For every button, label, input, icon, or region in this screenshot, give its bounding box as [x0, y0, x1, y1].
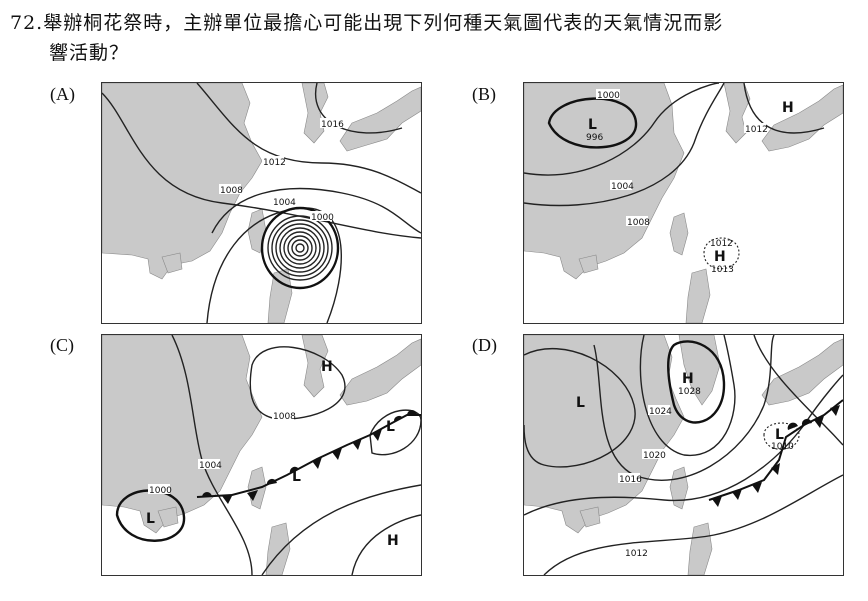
isobar-label: 1008	[220, 186, 243, 196]
option-a-label[interactable]: (A)	[50, 84, 75, 104]
high-pressure-symbol: H	[387, 533, 399, 549]
high-pressure-symbol: H	[714, 249, 726, 265]
isobar-label: 1016	[619, 475, 642, 485]
isobar-label: 1024	[649, 407, 672, 417]
pressure-value: 996	[586, 133, 603, 143]
high-pressure-symbol: H	[682, 371, 694, 387]
cold-front-marks	[712, 405, 840, 507]
isobar-label: 1000	[311, 213, 334, 223]
pressure-value: 1028	[678, 387, 701, 397]
isobar-label: 1012	[745, 125, 768, 135]
isobar-label: 1004	[199, 461, 222, 471]
land-mass	[102, 83, 263, 280]
isobar-label: 1004	[611, 182, 634, 192]
isobar-label: 1020	[643, 451, 666, 461]
pressure-value: 1010	[771, 442, 794, 452]
isobar-label: 1000	[149, 486, 172, 496]
isobar-label: 1008	[627, 218, 650, 228]
isobar-label: 1016	[321, 120, 344, 130]
high-pressure-symbol: H	[321, 359, 333, 375]
warm-front-marks	[787, 418, 812, 430]
isobar-label: 1012	[263, 158, 286, 168]
typhoon-rings	[267, 215, 333, 281]
isobar-label: 1000	[597, 91, 620, 101]
weather-map-a[interactable]: 1016 1012 1008 1004 1000	[101, 82, 422, 324]
question-number: 72.	[10, 12, 44, 34]
isobar-label: 1012	[625, 549, 648, 559]
low-pressure-symbol: L	[576, 395, 585, 411]
isobar-label: 1004	[273, 198, 296, 208]
low-pressure-symbol: L	[588, 117, 597, 133]
weather-map-c[interactable]: H 1008 1004 1000 L L L H	[101, 334, 422, 576]
question-line1: 舉辦桐花祭時，主辦單位最擔心可能出現下列何種天氣圖代表的天氣情況而影	[43, 12, 724, 34]
weather-map-b[interactable]: 1000 L 996 1004 1008 H 1012 1012 H 1013	[523, 82, 844, 324]
isobar-label: 1012	[710, 239, 733, 249]
cold-front-marks	[222, 429, 382, 504]
question-text: 72.舉辦桐花祭時，主辦單位最擔心可能出現下列何種天氣圖代表的天氣情況而影 響活…	[10, 8, 860, 68]
low-pressure-symbol: L	[292, 469, 301, 485]
low-pressure-symbol: L	[775, 427, 784, 443]
option-c-label[interactable]: (C)	[50, 335, 74, 355]
warm-front-marks	[202, 410, 417, 497]
weather-map-d[interactable]: L H 1028 1024 1020 1016 1012 L 1010	[523, 334, 844, 576]
option-d-label[interactable]: (D)	[472, 335, 497, 355]
high-pressure-symbol: H	[782, 100, 794, 116]
question-line2: 響活動？	[49, 42, 130, 64]
pressure-value: 1013	[711, 265, 734, 275]
low-pressure-symbol: L	[146, 511, 155, 527]
option-b-label[interactable]: (B)	[472, 84, 496, 104]
isobar-label: 1008	[273, 412, 296, 422]
low-pressure-symbol: L	[386, 419, 395, 435]
